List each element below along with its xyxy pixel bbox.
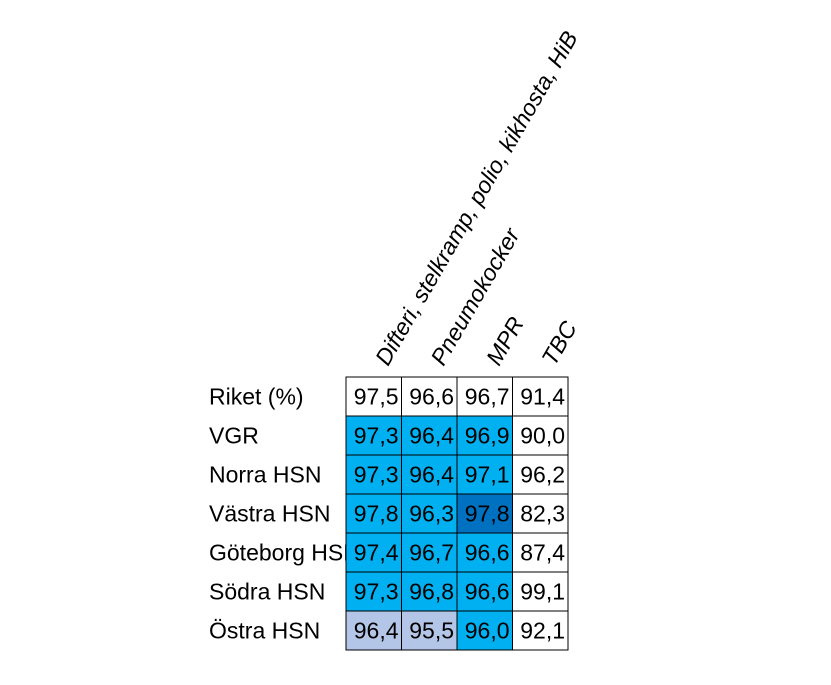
cell-value-r1-c3: 90,0 (520, 423, 565, 449)
cell-value-r2-c2: 97,1 (465, 462, 510, 488)
cell-box-r6-c1 (401, 610, 458, 651)
cell-value-r1-c0: 97,3 (354, 423, 399, 449)
cell-value-r4-c1: 96,7 (409, 540, 454, 566)
cell-box-r1-c3 (512, 415, 569, 456)
cell-box-r3-c3 (512, 493, 569, 534)
cell-value-r0-c2: 96,7 (465, 384, 510, 410)
cell-box-r5-c2 (456, 571, 513, 612)
row-label-6: Östra HSN (209, 618, 320, 644)
row-labels: Riket (%) VGR Norra HSN Västra HSN Göteborg … (209, 384, 360, 644)
cell-box-r2-c1 (401, 454, 458, 495)
cell-box-r0-c3 (512, 376, 569, 417)
row-label-4: Göteborg HSN (209, 540, 360, 566)
cell-box-r1-c2 (456, 415, 513, 456)
column-headers: Difteri, stelkramp, polio, kikhosta, HiB… (370, 27, 583, 370)
cell-value-r6-c1: 95,5 (409, 618, 454, 644)
cell-value-r2-c0: 97,3 (354, 462, 399, 488)
cell-value-r1-c1: 96,4 (409, 423, 454, 449)
cell-box-r6-c3 (512, 610, 569, 651)
cell-value-r4-c2: 96,6 (465, 540, 510, 566)
cell-box-r5-c0 (345, 571, 402, 612)
cell-box-r4-c1 (401, 532, 458, 573)
cell-value-r4-c3: 87,4 (520, 540, 565, 566)
cell-value-r5-c0: 97,3 (354, 579, 399, 605)
cell-box-r6-c2 (456, 610, 513, 651)
cell-value-r2-c3: 96,2 (520, 462, 565, 488)
cell-value-r3-c0: 97,8 (354, 501, 399, 527)
cell-box-r4-c3 (512, 532, 569, 573)
cell-box-r2-c2 (456, 454, 513, 495)
cell-value-r3-c3: 82,3 (520, 501, 565, 527)
cell-value-r6-c3: 92,1 (520, 618, 565, 644)
cell-value-r1-c2: 96,9 (465, 423, 510, 449)
row-label-2: Norra HSN (209, 462, 321, 488)
row-label-1: VGR (209, 423, 259, 449)
row-label-3: Västra HSN (209, 501, 330, 527)
cell-value-r2-c1: 96,4 (409, 462, 454, 488)
cell-box-r2-c3 (512, 454, 569, 495)
cell-value-r5-c3: 99,1 (520, 579, 565, 605)
cell-value-r0-c0: 97,5 (354, 384, 399, 410)
cell-box-r4-c0 (345, 532, 402, 573)
cell-box-r5-c3 (512, 571, 569, 612)
cell-value-r6-c0: 96,4 (354, 618, 399, 644)
cell-value-r0-c1: 96,6 (409, 384, 454, 410)
cell-value-r5-c2: 96,6 (465, 579, 510, 605)
column-header-2: MPR (481, 312, 529, 369)
column-header-3: TBC (536, 316, 582, 369)
cell-box-r1-c1 (401, 415, 458, 456)
cell-value-r5-c1: 96,8 (409, 579, 454, 605)
row-label-0: Riket (%) (209, 384, 304, 410)
cell-box-r3-c0 (345, 493, 402, 534)
cell-box-r3-c1 (401, 493, 458, 534)
row-label-5: Södra HSN (209, 579, 325, 605)
cell-value-r4-c0: 97,4 (354, 540, 399, 566)
cell-value-r3-c2: 97,8 (465, 501, 510, 527)
cell-box-r1-c0 (345, 415, 402, 456)
cell-value-r6-c2: 96,0 (465, 618, 510, 644)
cell-value-r3-c1: 96,3 (409, 501, 454, 527)
cell-value-r0-c3: 91,4 (520, 384, 565, 410)
heatmap-cells: 97,5 96,6 96,7 91,4 97,3 96,4 96,9 90,0 97,3 96,4… (345, 376, 569, 651)
